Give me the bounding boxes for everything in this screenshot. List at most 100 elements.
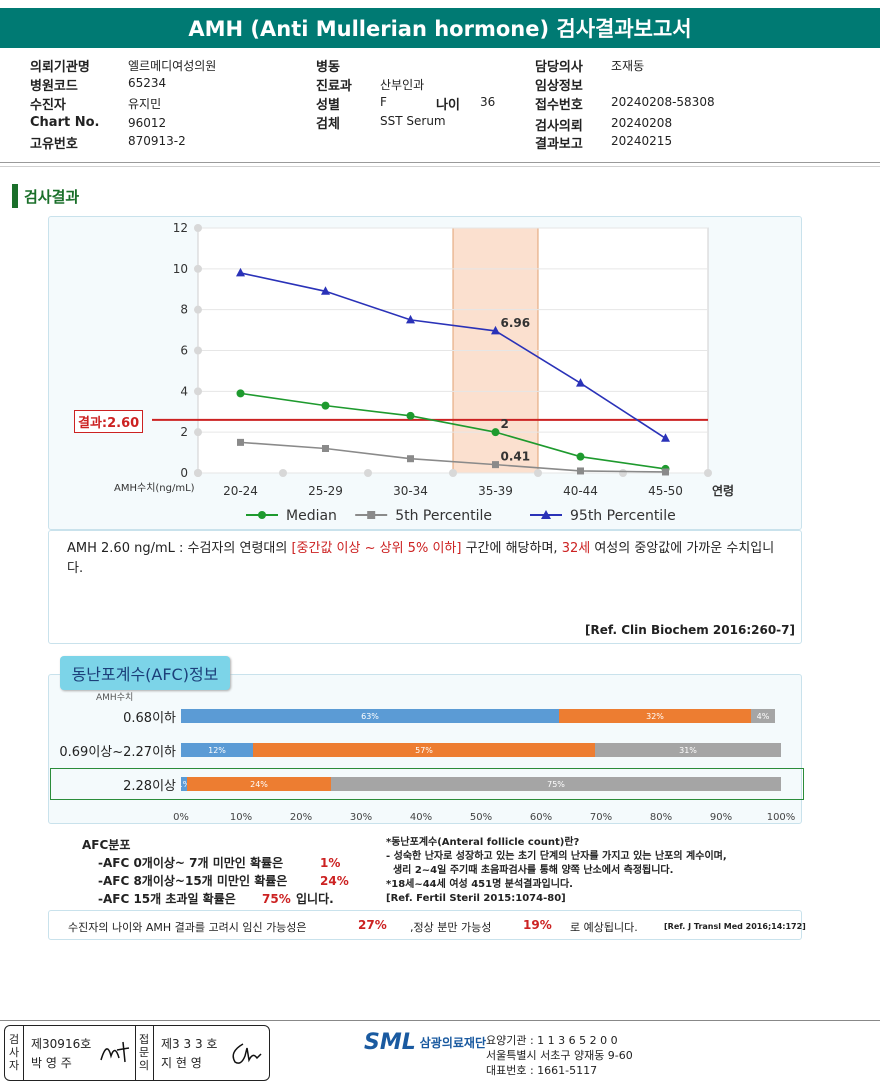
afc-title: 동난포계수(AFC)정보 [60, 656, 230, 690]
info-label: 담당의사 [535, 60, 583, 75]
legend-marker [541, 510, 551, 519]
signature-mark [100, 1041, 130, 1063]
desc-part: 여성의 중앙값에 가까운 수치입니다. [67, 541, 775, 576]
x-tick-label: 30-34 [393, 484, 428, 498]
data-point [662, 468, 669, 476]
legend-marker [258, 511, 266, 519]
x-tick-label: 35-39 [478, 484, 513, 498]
y-tick-label: 12 [173, 221, 188, 235]
afc-summary-pct: 75% [262, 892, 291, 906]
afc-segment: 24% [187, 777, 331, 791]
y-tick-dot [194, 264, 202, 273]
pregnancy-reference: [Ref. J Transl Med 2016;14:172] [664, 922, 806, 931]
signature-mark [232, 1043, 262, 1064]
info-label: 접수번호 [535, 98, 583, 113]
section-title: 검사결과 [12, 184, 79, 208]
pregnancy-text: ,정상 분만 가능성 [410, 921, 492, 934]
legend-label: 95th Percentile [570, 508, 676, 524]
x-grid-dot [619, 469, 627, 477]
info-value: 20240208 [611, 116, 673, 130]
afc-axis-label: 10% [229, 812, 253, 823]
info-label: 의뢰기관명 [30, 60, 90, 75]
info-label: 임상정보 [535, 79, 583, 94]
org-line: 서울특별시 서초구 양재동 9-60 [486, 1049, 633, 1062]
sig-divider [135, 1026, 136, 1080]
age-label: 나이 [436, 98, 460, 113]
afc-row-label: 0.68이하 [123, 711, 176, 726]
patient-info: 의뢰기관명 엘르메디여성의원 병원코드 65234 수진자 유지민 Chart … [30, 56, 860, 152]
x-grid-dot [279, 469, 287, 477]
afc-note-line: *18세~44세 여성 451명 분석결과입니다. [386, 879, 573, 890]
section-title-text: 검사결과 [24, 187, 80, 206]
series-line [240, 272, 666, 439]
org-logo: SML 삼광의료재단 [364, 1030, 486, 1055]
sig-name: 지 현 영 [161, 1056, 202, 1070]
x-grid-dot [364, 469, 372, 477]
x-tick-label: 25-29 [308, 484, 343, 498]
data-label: 6.96 [501, 316, 531, 330]
pregnancy-rate: 27% [358, 918, 387, 932]
report-title: AMH (Anti Mullerian hormone) 검사결과보고서 [0, 8, 880, 48]
afc-segment: 75% [331, 777, 781, 791]
afc-stacked-bar: 12% 57% 31% [181, 743, 781, 757]
legend-marker [367, 511, 376, 519]
afc-axis-label: 100% [766, 812, 796, 823]
data-label: 2 [501, 417, 509, 431]
data-point [406, 411, 415, 420]
info-value: SST Serum [380, 114, 446, 128]
info-label: 결과보고 [535, 137, 583, 152]
afc-summary: AFC분포 -AFC 0개이상~ 7개 미만인 확률은 1% -AFC 8개이상~… [82, 836, 349, 908]
data-point [661, 433, 670, 442]
data-point [492, 461, 499, 469]
divider [0, 162, 880, 163]
desc-age: 32세 [561, 541, 591, 556]
x-tick-label: 20-24 [223, 484, 258, 498]
desc-part: AMH 2.60 ng/mL : 수검자의 연령대의 [67, 541, 292, 556]
legend-label: Median [286, 508, 337, 524]
afc-axis-label: 50% [469, 812, 493, 823]
org-info: 요양기관 : 1 1 3 6 5 2 0 0 서울특별시 서초구 양재동 9-6… [486, 1033, 633, 1078]
info-value: 96012 [128, 116, 167, 130]
afc-axis-label: 30% [349, 812, 373, 823]
afc-summary-text: -AFC 0개이상~ 7개 미만인 확률은 [98, 856, 284, 870]
info-label: 병동 [316, 60, 340, 75]
info-label: 진료과 [316, 79, 352, 94]
afc-note-line: 생리 2~4일 주기때 초음파검사를 통해 양쪽 난소에서 측정됩니다. [386, 865, 674, 876]
info-label: 성별 [316, 98, 340, 113]
sig-divider [23, 1026, 24, 1080]
desc-part: 구간에 해당하며, [461, 541, 562, 556]
data-point [322, 445, 329, 452]
logo-mark: SML [364, 1030, 416, 1055]
y-tick-label: 0 [180, 466, 188, 480]
afc-segment: 57% [253, 743, 595, 757]
y-tick-label: 10 [173, 262, 188, 276]
data-point [577, 467, 584, 475]
divider [0, 1020, 880, 1021]
result-label: 결과:2.60 [74, 410, 144, 433]
afc-row-label: 2.28이상 [123, 779, 176, 794]
afc-axis-label: 60% [529, 812, 553, 823]
info-value: 20240208-58308 [611, 95, 715, 109]
afc-note: *동난포계수(Anteral follicle count)란? - 성숙한 난… [386, 836, 796, 906]
y-tick-dot [194, 346, 202, 355]
info-label: 병원코드 [30, 79, 78, 94]
info-value: 엘르메디여성의원 [128, 59, 217, 73]
data-point [576, 378, 585, 387]
legend-label: 5th Percentile [395, 508, 492, 524]
highlight-row [50, 768, 804, 800]
afc-axis-label: 90% [709, 812, 733, 823]
afc-axis-label: 40% [409, 812, 433, 823]
pregnancy-panel [48, 910, 802, 940]
x-tick-label: 45-50 [648, 484, 683, 498]
logo-name: 삼광의료재단 [419, 1036, 487, 1050]
y-axis-label: AMH수치(ng/mL) [114, 482, 195, 494]
pregnancy-text: 로 예상됩니다. [570, 921, 638, 934]
y-tick-label: 2 [180, 425, 188, 439]
y-tick-dot [194, 305, 202, 314]
data-point [236, 267, 245, 277]
y-tick-dot [194, 428, 202, 437]
sig-license: 제3 3 3 호 [161, 1037, 218, 1051]
afc-row-label: 0.69이상~2.27이하 [59, 745, 176, 760]
